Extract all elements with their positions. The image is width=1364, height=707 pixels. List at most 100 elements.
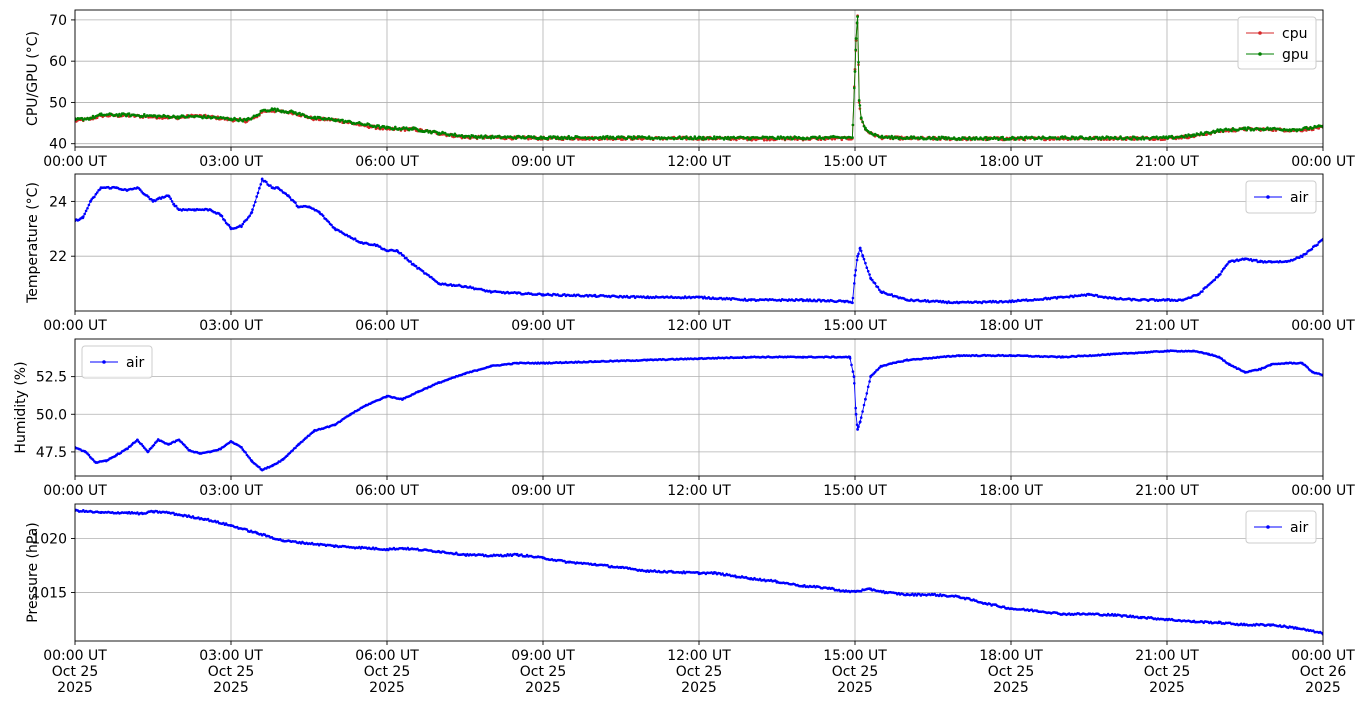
data-point-air [208,208,212,212]
data-point-gpu [125,113,129,117]
data-point-gpu [1243,127,1247,131]
data-point-air [136,186,139,190]
x-tick-label: 21:00 UT Oct 25 2025 [1135,648,1199,696]
data-point-gpu [532,135,536,138]
data-point-air [359,241,363,244]
data-point-gpu [560,135,563,139]
data-point-air [186,446,189,450]
data-point-air [260,178,264,181]
data-point-air [401,546,404,550]
data-point-gpu [606,134,609,138]
data-point-air [437,381,441,385]
data-point-gpu [1117,137,1121,140]
data-point-air [1269,623,1273,627]
data-point-gpu [258,113,261,116]
data-point-gpu [944,136,948,139]
data-point-air [865,392,869,395]
data-point-air [219,447,223,451]
data-point-gpu [746,136,749,139]
data-point-gpu [260,109,264,113]
data-point-air [1220,270,1224,273]
data-point-air [255,531,259,535]
data-point-air [1269,260,1273,264]
data-point-gpu [859,116,863,120]
data-point-gpu [1040,137,1043,141]
data-point-gpu [205,116,208,120]
data-point-air [115,453,118,457]
data-point-gpu [851,123,855,127]
data-point-gpu [629,135,633,139]
data-point-air [138,188,142,191]
data-point-gpu [814,135,817,139]
data-point-air [861,254,865,258]
data-point-gpu [521,135,525,138]
data-point-gpu [333,118,337,122]
data-point-air [749,355,753,359]
data-point-air [890,293,893,296]
data-point-gpu [241,119,245,123]
data-point-air [177,208,181,212]
data-point-gpu [855,21,859,25]
x-tick-label: 09:00 UT [511,154,575,170]
data-point-air [1311,370,1314,374]
data-point-air [330,223,333,227]
data-point-air [1217,273,1221,277]
x-tick-label: 18:00 UT [979,154,1043,170]
data-point-air [1113,613,1117,617]
data-point-air [269,184,272,187]
data-point-gpu [801,136,805,140]
data-point-gpu [890,134,893,138]
data-point-air [645,569,649,573]
data-point-air [721,572,724,575]
data-point-air [1269,363,1273,366]
data-point-air [854,412,858,416]
data-point-air [146,450,150,454]
data-point-gpu [273,107,277,110]
data-point-air [879,290,883,294]
data-point-air [125,447,129,451]
data-point-air [396,249,399,253]
data-point-air [1223,266,1226,270]
data-point-gpu [1130,138,1133,141]
data-point-gpu [1198,133,1201,137]
data-point-air [1087,612,1091,616]
data-point-air [862,257,866,261]
data-point-air [256,191,260,195]
y-tick-label: 60 [49,54,67,70]
data-point-air [855,423,859,427]
data-point-air [1201,290,1204,293]
data-point-air [489,364,493,368]
data-point-air [905,298,909,302]
data-point-air [856,427,859,431]
data-point-gpu [1058,137,1061,141]
data-point-gpu [208,115,212,119]
data-point-air [857,425,860,429]
data-point-air [198,452,202,455]
data-point-gpu [302,113,306,116]
x-tick-label: 06:00 UT [355,154,419,170]
data-point-air [852,375,856,379]
chart-panel-2: 00:00 UT 03:00 UT 06:00 UT 09:00 UT 12:00 UT… [25,173,1355,334]
data-point-air [1191,620,1195,623]
data-point-air [1285,260,1288,264]
data-point-gpu [861,120,864,124]
data-point-gpu [1217,129,1221,132]
data-point-gpu [1063,135,1067,138]
data-point-gpu [1099,137,1103,141]
data-point-air [541,361,545,365]
data-point-air [866,269,870,273]
data-point-gpu [141,115,145,118]
data-point-air [307,205,311,209]
x-tick-label: 18:00 UT [979,483,1043,499]
data-point-air [1061,355,1065,359]
legend-marker-air [1266,525,1270,529]
data-point-air [957,595,961,599]
data-point-gpu [1072,135,1075,139]
data-point-gpu [1183,136,1186,139]
legend-box [1237,16,1317,70]
data-point-air [878,288,881,292]
legend-marker-air [1266,195,1270,199]
data-point-gpu [559,137,562,141]
data-point-air [697,357,701,360]
data-point-gpu [561,137,565,141]
